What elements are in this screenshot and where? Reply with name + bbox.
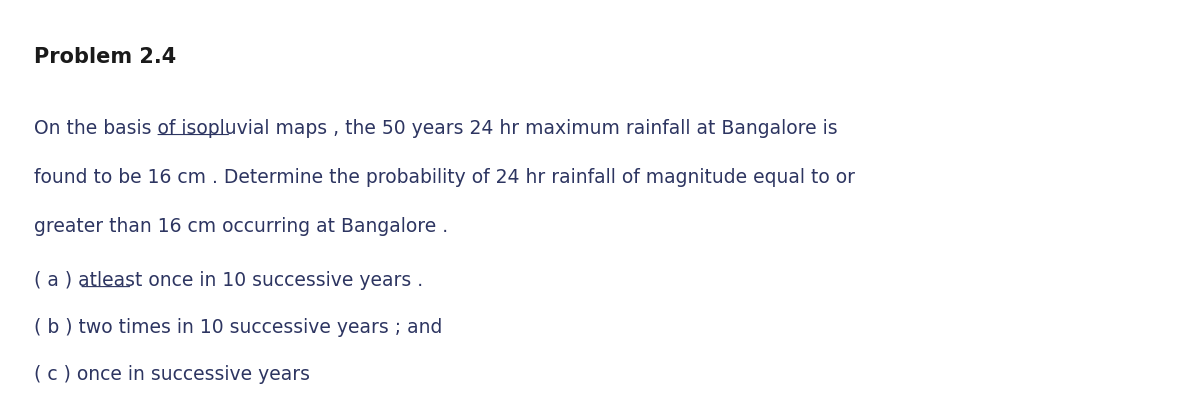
Text: On the basis of isopluvial maps , the 50 years 24 hr maximum rainfall at Bangalo: On the basis of isopluvial maps , the 50… <box>34 118 838 137</box>
Text: greater than 16 cm occurring at Bangalore .: greater than 16 cm occurring at Bangalor… <box>34 217 448 236</box>
Text: found to be 16 cm . Determine the probability of 24 hr rainfall of magnitude equ: found to be 16 cm . Determine the probab… <box>34 168 854 187</box>
Text: ( b ) two times in 10 successive years ; and: ( b ) two times in 10 successive years ;… <box>34 318 442 337</box>
Text: Problem 2.4: Problem 2.4 <box>34 47 176 68</box>
Text: ( c ) once in successive years: ( c ) once in successive years <box>34 365 310 384</box>
Text: ( a ) atleast once in 10 successive years .: ( a ) atleast once in 10 successive year… <box>34 271 422 290</box>
